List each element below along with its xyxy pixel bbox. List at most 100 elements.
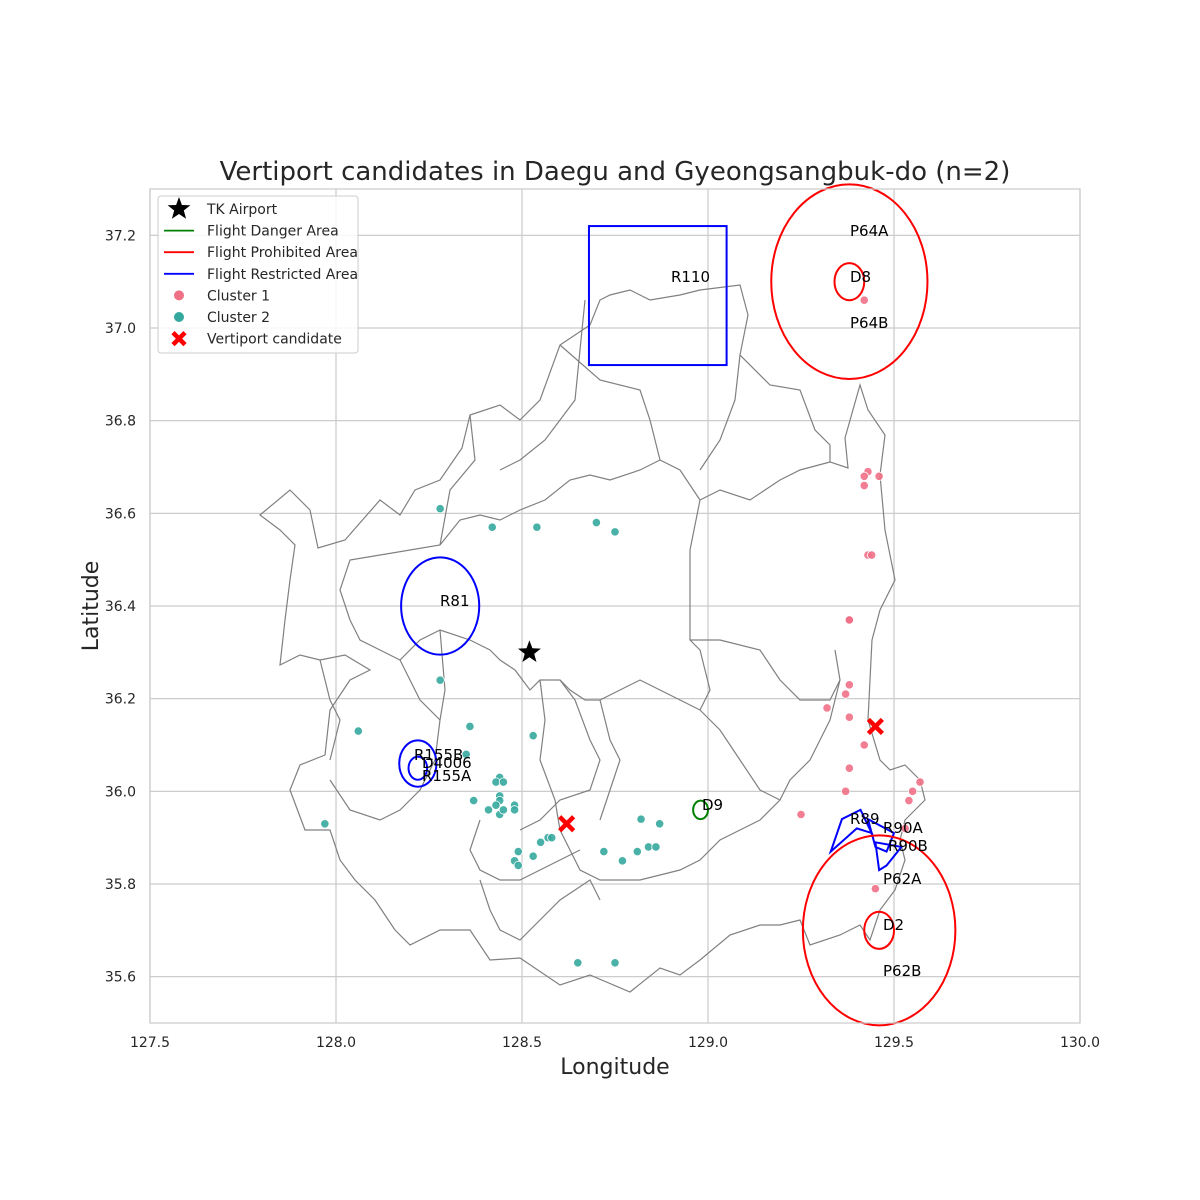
legend-label: Flight Danger Area [207,224,339,240]
airspace-polygon [874,841,904,872]
cluster-point [617,856,628,866]
x-tick-label: 127.5 [130,1035,170,1051]
airspace-circle [863,910,895,950]
airspace-label: R89 [850,810,880,828]
axis-ticks: 127.5 128.0 128.5 129.0 129.5 130.0 35.6 35.8 36… [105,228,1100,1051]
airspace-label: D9 [702,796,723,814]
boundary-line [539,649,841,881]
y-tick-label: 35.6 [105,970,136,986]
x-tick-label: 128.5 [502,1035,542,1051]
cluster-point [573,958,583,968]
cluster-point [591,517,602,528]
boundary-line [479,879,601,941]
cluster-point [907,786,918,796]
boundary-line [699,709,781,801]
y-tick-label: 37.0 [105,321,136,337]
cluster-points [320,295,925,968]
airspace-label: P62B [883,962,921,980]
airspace-label: D2 [883,916,904,934]
key-markers [518,640,884,833]
cluster-point [904,795,914,806]
legend-dot-icon [174,290,184,301]
legend-label: Cluster 2 [207,310,270,326]
cluster-point [859,480,869,491]
airspace-label: R90B [888,837,928,855]
legend-label: Vertiport candidate [207,332,342,348]
boundary-line [469,819,581,881]
boundary-line [499,299,586,471]
airspace-label: R90A [883,819,924,837]
airspace-rect [587,225,728,367]
legend-label: Flight Restricted Area [207,267,358,283]
cluster-point [498,805,508,815]
boundary-line [519,679,601,831]
cluster-point [535,837,546,847]
legend-dot-icon [174,312,184,322]
boundary-line [439,414,476,546]
cluster-point [469,795,479,806]
cluster-point [532,522,542,532]
airspace-label: P64A [850,222,889,240]
cluster-point [870,884,881,894]
cluster-point [844,680,854,690]
airspace-circle [400,556,481,656]
cluster-point [513,860,523,871]
cluster-point [655,819,665,829]
cluster-point [599,846,609,857]
cluster-point [867,550,877,560]
airspace-circle [398,739,438,788]
airspace-label: R155A [422,767,472,785]
y-tick-label: 36.4 [105,599,136,615]
cluster-point [610,958,620,968]
airspace-label: R155B [414,746,463,764]
y-tick-label: 35.8 [105,877,136,893]
admin-boundaries [259,284,926,993]
boundary-line [329,629,446,821]
cluster-point [844,712,854,722]
cluster-point [915,777,925,787]
boundary-line [690,639,841,701]
chart-title: Vertiport candidates in Daegu and Gyeong… [220,157,1011,187]
cluster-point [320,819,330,829]
cluster-point [465,721,475,732]
airspace-label: R110 [671,268,710,286]
cluster-point [796,809,806,820]
cluster-point [844,615,854,625]
cluster-point [487,522,497,532]
y-axis-label: Latitude [79,561,104,652]
cluster-point [610,527,620,537]
airspace-circle [407,755,429,781]
boundary-line [699,461,831,501]
airspace-label: R81 [440,592,470,610]
boundary-line [259,284,926,993]
airspace-areas [398,183,957,1027]
legend-label: Cluster 1 [207,288,270,304]
airspace-circle [770,183,929,380]
x-tick-label: 129.5 [874,1035,914,1051]
airspace-label: D8 [850,268,871,286]
tk-airport-star [518,640,541,662]
cluster-point [435,675,445,685]
boundary-line [559,344,661,461]
cluster-point [461,749,471,759]
boundary-line [339,459,711,711]
cluster-point [509,805,520,815]
legend-star-icon [167,197,191,219]
cluster-point [651,842,661,852]
cluster-point [483,805,494,815]
plot-frame [149,188,1081,1024]
boundary-line [399,659,441,721]
legend-label: Flight Prohibited Area [207,245,358,261]
x-tick-label: 130.0 [1060,1035,1100,1051]
airspace-polygon [866,817,896,853]
airspace-circle [833,262,866,302]
x-tick-label: 128.0 [316,1035,356,1051]
vertiport-candidate-marker [558,815,576,833]
cluster-point [632,846,642,857]
boundary-line [699,354,741,471]
vertiport-candidate-marker [866,717,884,736]
cluster-point [498,777,508,787]
grid-lines [149,189,1081,1023]
